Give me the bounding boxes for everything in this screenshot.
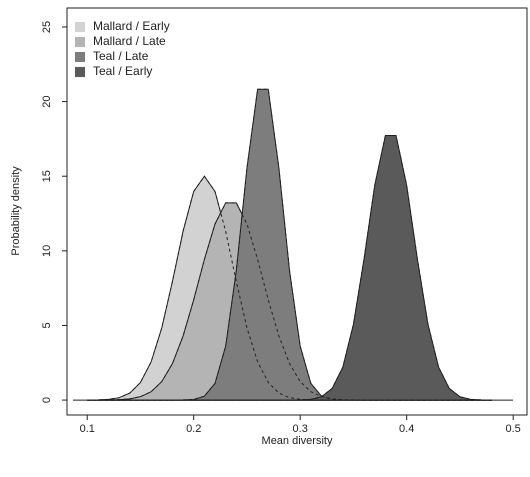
legend-swatch xyxy=(75,67,85,77)
y-tick-label: 20 xyxy=(41,95,53,107)
hidden-outline xyxy=(87,134,492,401)
x-tick-label: 0.3 xyxy=(293,423,308,435)
y-tick-label: 10 xyxy=(41,245,53,257)
legend-label: Teal / Early xyxy=(93,64,152,78)
x-axis-label: Mean diversity xyxy=(262,435,333,447)
legend-swatch xyxy=(75,22,85,32)
legend-swatch xyxy=(75,52,85,62)
legend-swatch xyxy=(75,37,85,47)
y-axis-label: Probability density xyxy=(10,166,22,256)
y-tick-label: 25 xyxy=(41,21,53,33)
legend-label: Teal / Late xyxy=(93,49,149,63)
legend-label: Mallard / Late xyxy=(93,34,166,48)
y-tick-label: 0 xyxy=(41,397,53,403)
x-tick-label: 0.5 xyxy=(506,423,521,435)
x-tick-label: 0.2 xyxy=(186,423,201,435)
y-tick-label: 5 xyxy=(41,322,53,328)
y-tick-label: 15 xyxy=(41,170,53,182)
plot-frame xyxy=(66,7,528,416)
legend-label: Mallard / Early xyxy=(93,19,170,33)
x-tick-label: 0.4 xyxy=(399,423,414,435)
x-tick-label: 0.1 xyxy=(80,423,95,435)
